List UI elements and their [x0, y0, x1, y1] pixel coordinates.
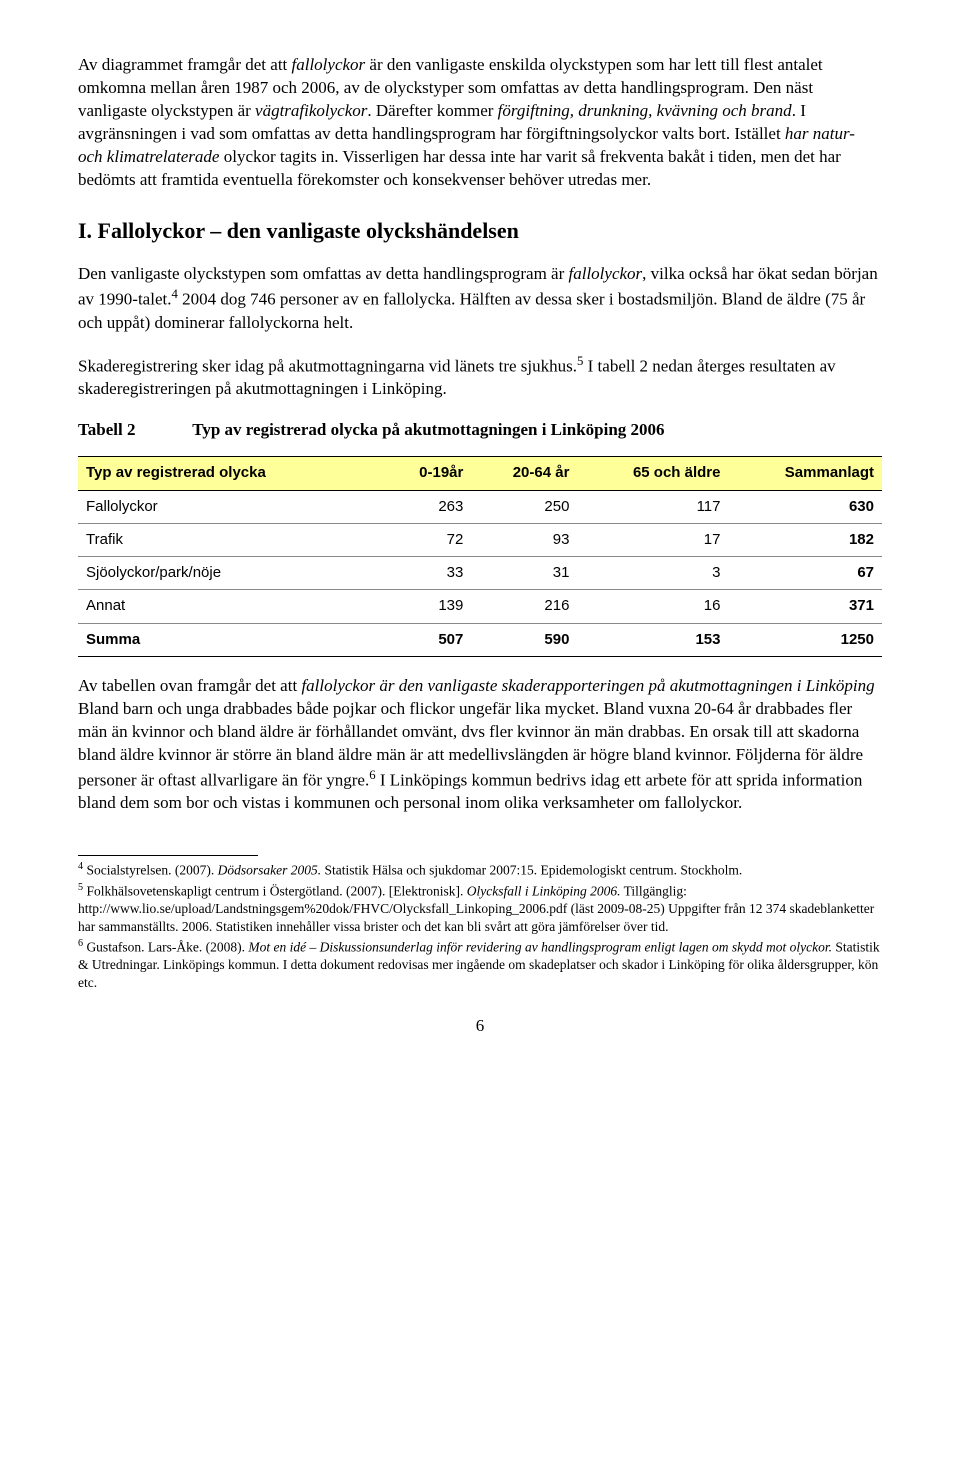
- cell: 67: [728, 557, 882, 590]
- cell: 33: [384, 557, 472, 590]
- cell: 3: [577, 557, 728, 590]
- cell: Annat: [78, 590, 384, 623]
- text: Folkhälsovetenskapligt centrum i Östergö…: [83, 884, 467, 899]
- text: 2004 dog 746 personer av en fallolycka. …: [78, 290, 865, 332]
- cell: 630: [728, 490, 882, 523]
- text-italic: Mot en idé – Diskussionsunderlag inför r…: [248, 940, 832, 955]
- cell: 72: [384, 523, 472, 556]
- text: Den vanligaste olyckstypen som omfattas …: [78, 264, 569, 283]
- footnote-divider: [78, 855, 258, 856]
- cell: 250: [471, 490, 577, 523]
- paragraph-2: Den vanligaste olyckstypen som omfattas …: [78, 263, 882, 334]
- table-sum-row: Summa 507 590 153 1250: [78, 623, 882, 656]
- cell: 153: [577, 623, 728, 656]
- text-italic: vägtrafikolyckor: [255, 101, 367, 120]
- text-italic: Olycksfall i Linköping 2006.: [467, 884, 621, 899]
- cell: 1250: [728, 623, 882, 656]
- cell: Trafik: [78, 523, 384, 556]
- cell: Fallolyckor: [78, 490, 384, 523]
- cell: 16: [577, 590, 728, 623]
- col-65plus: 65 och äldre: [577, 457, 728, 490]
- cell: 590: [471, 623, 577, 656]
- cell: 371: [728, 590, 882, 623]
- cell: 93: [471, 523, 577, 556]
- table-caption: Typ av registrerad olycka på akutmottagn…: [192, 420, 664, 439]
- table-row: Fallolyckor 263 250 117 630: [78, 490, 882, 523]
- table-title: Tabell 2 Typ av registrerad olycka på ak…: [78, 419, 882, 442]
- col-0-19: 0-19år: [384, 457, 472, 490]
- text: Gustafson. Lars-Åke. (2008).: [83, 940, 248, 955]
- text: Socialstyrelsen. (2007).: [83, 863, 218, 878]
- text: . Därefter kommer: [367, 101, 497, 120]
- table-header-row: Typ av registrerad olycka 0-19år 20-64 å…: [78, 457, 882, 490]
- text-italic: fallolyckor: [569, 264, 643, 283]
- page-number: 6: [78, 1015, 882, 1038]
- accident-table: Typ av registrerad olycka 0-19år 20-64 å…: [78, 456, 882, 657]
- cell: 182: [728, 523, 882, 556]
- text: Statistik Hälsa och sjukdomar 2007:15. E…: [321, 863, 742, 878]
- footnote-5: 5 Folkhälsovetenskapligt centrum i Öster…: [78, 881, 882, 935]
- section-heading: I. Fallolyckor – den vanligaste olyckshä…: [78, 216, 882, 246]
- table-row: Sjöolyckor/park/nöje 33 31 3 67: [78, 557, 882, 590]
- footnote-6: 6 Gustafson. Lars-Åke. (2008). Mot en id…: [78, 937, 882, 991]
- col-20-64: 20-64 år: [471, 457, 577, 490]
- footnotes: 4 Socialstyrelsen. (2007). Dödsorsaker 2…: [78, 860, 882, 991]
- cell: 17: [577, 523, 728, 556]
- paragraph-1: Av diagrammet framgår det att fallolycko…: [78, 54, 882, 192]
- paragraph-3: Skaderegistrering sker idag på akutmotta…: [78, 353, 882, 402]
- col-type: Typ av registrerad olycka: [78, 457, 384, 490]
- footnote-4: 4 Socialstyrelsen. (2007). Dödsorsaker 2…: [78, 860, 882, 879]
- text: Av tabellen ovan framgår det att: [78, 676, 301, 695]
- cell: 139: [384, 590, 472, 623]
- text: Av diagrammet framgår det att: [78, 55, 292, 74]
- text-italic: fallolyckor: [292, 55, 366, 74]
- cell: 117: [577, 490, 728, 523]
- cell: 507: [384, 623, 472, 656]
- text-italic: Dödsorsaker 2005.: [218, 863, 322, 878]
- table-row: Trafik 72 93 17 182: [78, 523, 882, 556]
- table-row: Annat 139 216 16 371: [78, 590, 882, 623]
- text: Skaderegistrering sker idag på akutmotta…: [78, 356, 577, 375]
- cell: 216: [471, 590, 577, 623]
- cell: 263: [384, 490, 472, 523]
- text-italic: fallolyckor är den vanligaste skaderappo…: [301, 676, 874, 695]
- text-italic: förgiftning, drunkning, kvävning och bra…: [498, 101, 792, 120]
- cell: Sjöolyckor/park/nöje: [78, 557, 384, 590]
- cell: 31: [471, 557, 577, 590]
- table-label: Tabell 2: [78, 419, 188, 442]
- col-total: Sammanlagt: [728, 457, 882, 490]
- cell: Summa: [78, 623, 384, 656]
- paragraph-4: Av tabellen ovan framgår det att falloly…: [78, 675, 882, 815]
